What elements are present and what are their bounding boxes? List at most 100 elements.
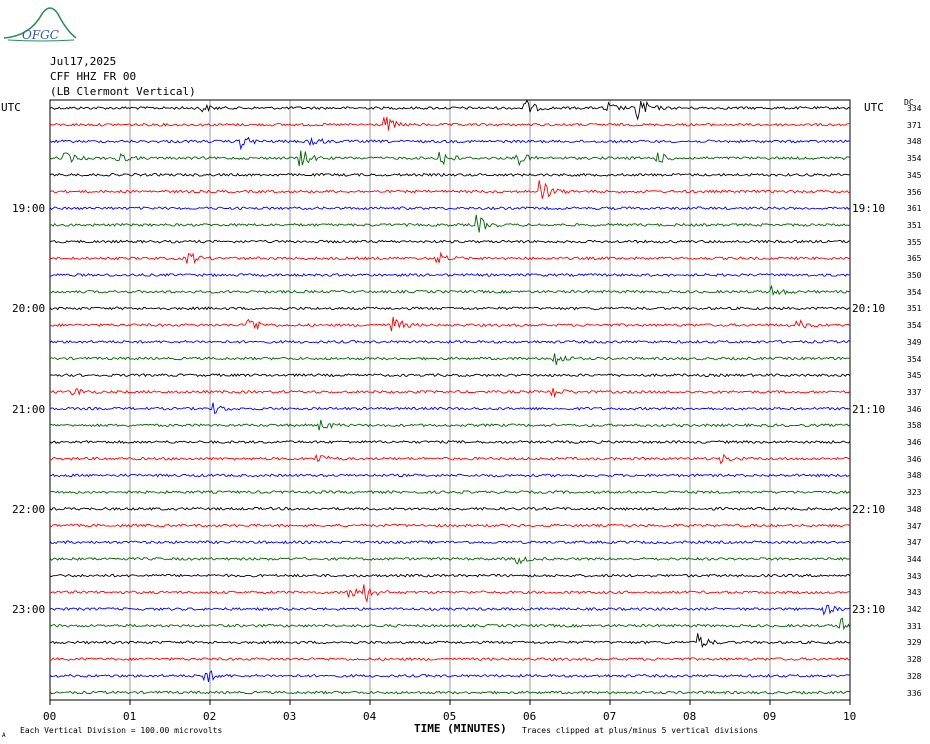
clip-note: Traces clipped at plus/minus 5 vertical …	[522, 726, 759, 735]
header-date: Jul17,2025	[50, 55, 117, 68]
dc-offset-label: 346	[907, 454, 922, 464]
dc-offset-label: 348	[907, 471, 922, 481]
dc-offset-label: 343	[907, 588, 922, 598]
seismic-trace	[49, 285, 851, 297]
seismic-trace	[49, 339, 851, 344]
time-label-left: 20:00	[12, 302, 46, 316]
dc-offset-label: 351	[907, 304, 922, 314]
dc-offset-label: 345	[907, 371, 922, 381]
seismic-trace	[49, 316, 851, 332]
seismic-trace	[49, 116, 851, 131]
dc-offset-label: 343	[907, 571, 922, 581]
dc-offset-label: 346	[907, 438, 922, 447]
seismic-trace	[49, 239, 851, 244]
seismic-trace	[49, 180, 851, 199]
x-tick-label: 08	[683, 710, 697, 723]
time-label-right: 21:10	[852, 402, 886, 416]
x-tick-label: 03	[283, 710, 297, 723]
seismic-trace	[49, 453, 851, 465]
seismic-trace	[49, 306, 851, 311]
seismic-trace	[49, 633, 851, 649]
seismic-trace	[49, 670, 851, 683]
x-tick-label: 02	[203, 710, 217, 723]
dc-offset-label: 350	[907, 271, 922, 280]
x-tick-label: 05	[443, 710, 457, 723]
seismic-trace	[49, 387, 851, 399]
x-tick-label: 06	[523, 710, 537, 723]
time-label-right: 20:10	[852, 302, 886, 316]
seismic-trace	[49, 214, 851, 233]
dc-offset-label: 365	[907, 254, 922, 264]
dc-offset-label: 361	[907, 204, 922, 214]
dc-offset-label: 323	[907, 488, 922, 498]
seismic-trace	[49, 556, 851, 565]
time-label-right: 23:10	[852, 603, 886, 616]
dc-offset-label: 358	[907, 421, 922, 431]
dc-offset-label: 354	[907, 321, 922, 331]
seismic-trace	[49, 402, 851, 415]
seismic-trace	[49, 136, 851, 151]
utc-right-label: UTC	[864, 101, 884, 114]
x-tick-label: 09	[763, 710, 777, 723]
seismic-trace	[49, 172, 851, 177]
seismic-trace	[49, 490, 851, 495]
dc-offset-label: 331	[907, 621, 922, 631]
dc-offset-label: 328	[907, 655, 922, 665]
dc-offset-label: 347	[907, 521, 922, 531]
seismic-trace	[49, 353, 851, 366]
dc-offset-label: 345	[907, 170, 922, 180]
dc-offset-label: 348	[907, 137, 922, 147]
dc-offset-label: 371	[907, 120, 922, 130]
x-tick-label: 07	[603, 710, 617, 723]
dc-label: DC	[904, 98, 914, 107]
time-label-right: 19:10	[852, 202, 886, 216]
dc-offset-label: 354	[907, 154, 922, 164]
seismic-trace	[49, 373, 851, 378]
seismic-trace	[49, 251, 851, 265]
dc-offset-label: 337	[907, 387, 922, 397]
seismic-trace	[49, 690, 851, 695]
seismic-trace	[49, 439, 851, 444]
header-location: (LB Clermont Vertical)	[50, 85, 196, 98]
dc-offset-label: 334	[907, 104, 922, 113]
time-label-left: 23:00	[12, 603, 46, 616]
dc-offset-label: 344	[907, 554, 922, 564]
seismic-trace	[49, 99, 851, 121]
seismic-trace	[49, 540, 851, 545]
plot-frame	[49, 99, 851, 701]
corner-mark: A	[2, 732, 6, 739]
logo-text: OFGC	[22, 28, 59, 42]
x-tick-label: 10	[843, 710, 857, 723]
dc-offset-label: 349	[907, 337, 922, 347]
seismic-trace	[49, 523, 851, 528]
dc-offset-label: 329	[907, 638, 922, 648]
x-tick-label: 04	[363, 710, 377, 723]
seismic-trace	[49, 617, 851, 631]
seismic-trace	[50, 272, 850, 278]
time-label-right: 22:10	[852, 502, 886, 516]
dc-offset-label: 342	[907, 605, 922, 614]
scale-note: Each Vertical Division = 100.00 microvol…	[20, 726, 223, 735]
seismic-trace	[49, 657, 850, 662]
seismic-trace	[49, 473, 851, 478]
time-label-left: 21:00	[12, 402, 46, 416]
time-label-left: 22:00	[12, 502, 46, 516]
dc-offset-label: 328	[907, 671, 922, 681]
seismic-trace	[49, 584, 851, 604]
dc-offset-label: 347	[907, 538, 922, 548]
seismic-trace	[49, 573, 851, 578]
dc-offset-label: 354	[907, 354, 922, 364]
x-axis-title: TIME (MINUTES)	[414, 722, 507, 735]
dc-offset-label: 336	[907, 688, 922, 698]
dc-offset-label: 346	[907, 404, 922, 414]
time-label-left: 19:00	[12, 202, 46, 216]
dc-offset-label: 355	[907, 237, 922, 247]
dc-offset-label: 348	[907, 504, 922, 514]
dc-offset-label: 356	[907, 187, 922, 197]
dc-offset-label: 351	[907, 220, 922, 230]
x-tick-label: 00	[43, 710, 57, 723]
header-station: CFF HHZ FR 00	[50, 70, 137, 83]
seismic-trace	[49, 419, 851, 431]
seismic-trace	[49, 150, 851, 167]
